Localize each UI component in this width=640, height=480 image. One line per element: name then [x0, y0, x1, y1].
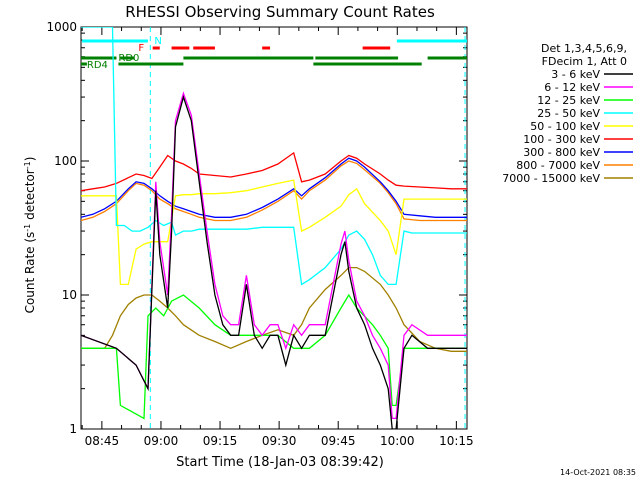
plot-area: 1 10 100 1000 08:45 09:00 09:15 09:30 09:45 10:00…: [46, 20, 473, 448]
y-tick-label: 1: [69, 422, 77, 436]
y-axis-label: Count Rate (s-1 detector-1): [23, 157, 38, 314]
legend-label: 3 - 6 keV: [551, 68, 600, 81]
y-tick-label: 1000: [46, 20, 77, 34]
legend: Det 1,3,4,5,6,9,FDecim 1, Att 03 - 6 keV…: [502, 42, 633, 185]
y-tick-label: 100: [54, 154, 77, 168]
x-tick-label: 09:45: [321, 434, 356, 448]
plot-frame: [80, 26, 468, 430]
series-lines: [81, 27, 467, 429]
x-tick-label: 10:00: [380, 434, 415, 448]
series-line-3: [81, 27, 467, 286]
legend-label: 6 - 12 keV: [544, 81, 600, 94]
legend-header: FDecim 1, Att 0: [542, 55, 627, 68]
legend-header: Det 1,3,4,5,6,9,: [541, 42, 627, 55]
series-line-2: [81, 293, 467, 420]
legend-label: 12 - 25 keV: [537, 94, 600, 107]
series-line-4: [81, 179, 467, 286]
legend-label: 50 - 100 keV: [530, 120, 600, 133]
legend-label: 100 - 300 keV: [523, 133, 600, 146]
series-line-5: [81, 151, 467, 192]
legend-label: 800 - 7000 keV: [516, 159, 600, 172]
legend-label: 25 - 50 keV: [537, 107, 600, 120]
timestamp: 14-Oct-2021 08:35: [560, 468, 636, 477]
legend-label: 7000 - 15000 keV: [502, 172, 600, 185]
x-axis-label: Start Time (18-Jan-03 08:39:42): [176, 455, 384, 470]
flag-f-label: F: [138, 43, 144, 54]
x-tick-label: 09:00: [144, 434, 179, 448]
flag-n-label: N: [154, 36, 161, 47]
flag-rd0-label: RD0: [118, 53, 139, 64]
series-line-0: [81, 94, 467, 429]
flag-rd4-label: RD4: [87, 60, 108, 71]
series-line-6: [81, 157, 467, 218]
chart-title: RHESSI Observing Summary Count Rates: [125, 3, 435, 21]
y-tick-label: 10: [62, 288, 77, 302]
legend-label: 300 - 800 keV: [523, 146, 600, 159]
x-tick-label: 10:15: [439, 434, 474, 448]
x-tick-label: 09:30: [262, 434, 297, 448]
x-tick-label: 08:45: [85, 434, 120, 448]
series-line-7: [81, 160, 467, 222]
x-tick-label: 09:15: [203, 434, 238, 448]
